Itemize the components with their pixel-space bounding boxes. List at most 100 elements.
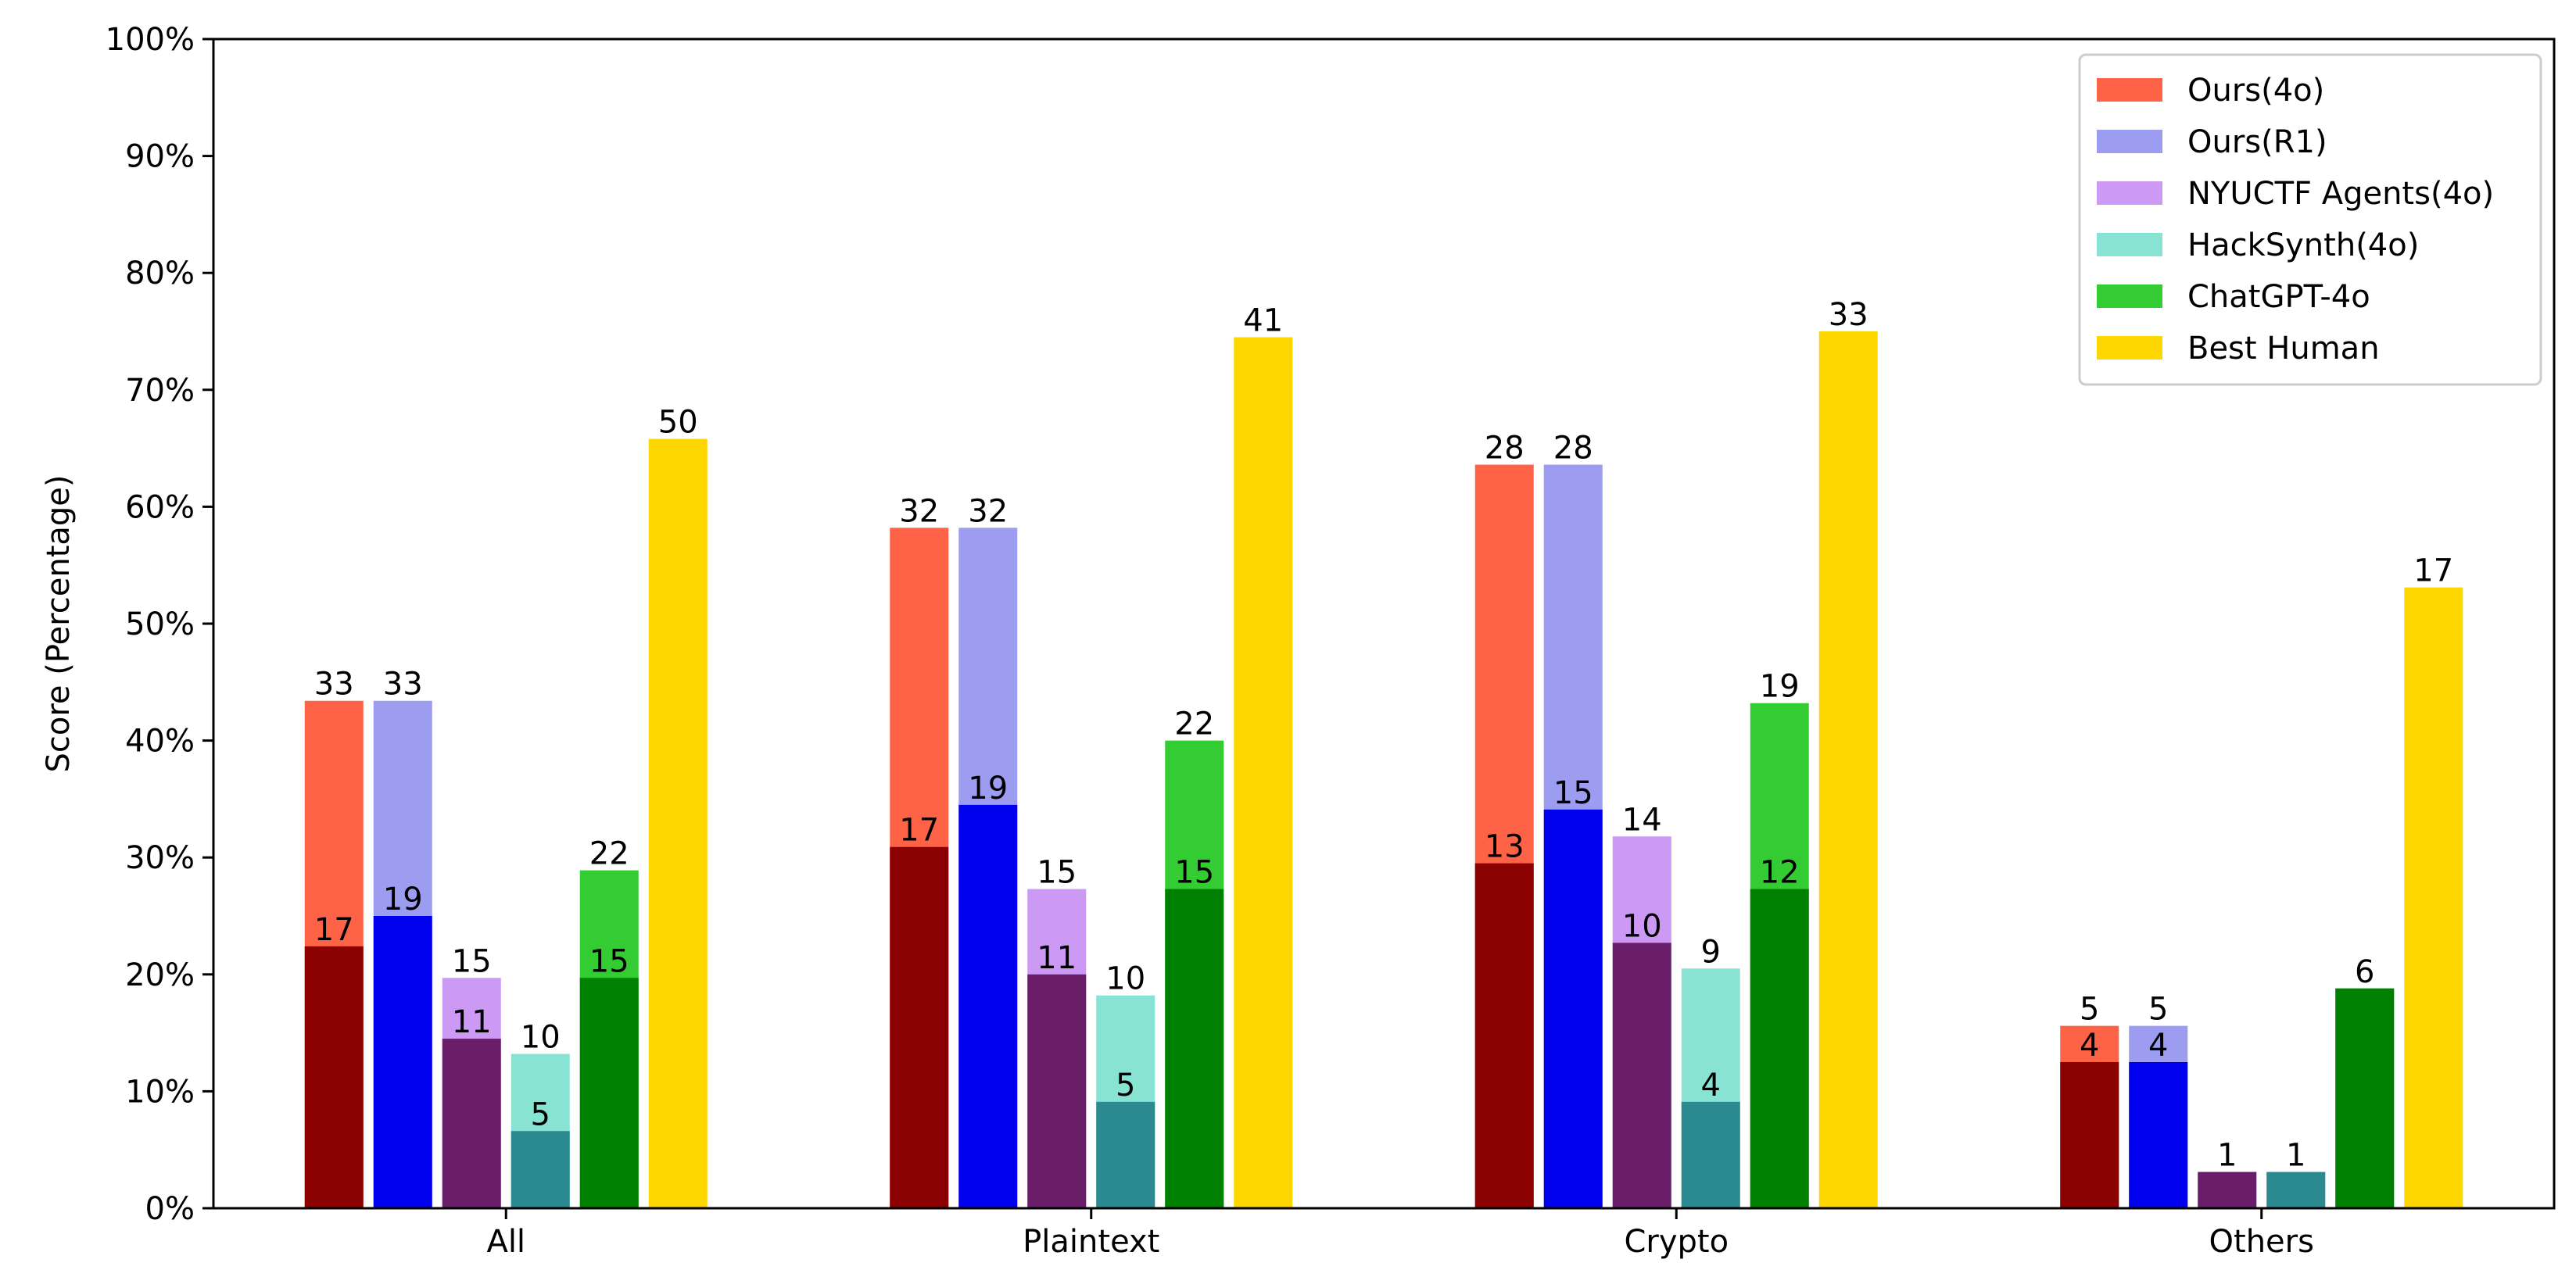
x-axis-ticks: All Plaintext Crypto Others	[486, 1208, 2314, 1260]
bar-solved	[2129, 1062, 2188, 1208]
bar-solved	[1474, 863, 1534, 1208]
legend-label: HackSynth(4o)	[2187, 227, 2419, 263]
y-tick-label: 40%	[125, 724, 195, 760]
bar-solved	[1543, 809, 1603, 1208]
y-tick-label: 70%	[125, 373, 195, 409]
x-tick-label: Crypto	[1624, 1224, 1729, 1260]
bar-solved-label: 5	[531, 1096, 550, 1132]
bar-total-label: 32	[968, 493, 1008, 529]
bar-solved	[579, 978, 639, 1208]
bar-total-label: 15	[452, 943, 492, 979]
bar-solved-label: 12	[1760, 855, 1800, 891]
bar-solved-label: 5	[1116, 1068, 1135, 1104]
legend-box	[2078, 53, 2542, 386]
legend-swatch	[2097, 233, 2162, 256]
bar-solved	[2266, 1171, 2326, 1208]
bar-solved	[2198, 1171, 2257, 1208]
bar-total-label: 10	[1105, 961, 1145, 997]
legend-swatch	[2097, 284, 2162, 308]
bar-total-label: 28	[1485, 431, 1524, 467]
bar-total	[648, 438, 708, 1208]
y-tick-label: 80%	[125, 256, 195, 292]
bar-solved	[890, 846, 949, 1208]
bar-total-label: 33	[1829, 297, 1868, 333]
bar-total-label: 32	[899, 493, 939, 529]
bar-total	[1234, 337, 1293, 1209]
bar-solved-label: 4	[2148, 1028, 2168, 1064]
bar-solved-label: 19	[968, 771, 1008, 807]
legend-label: NYUCTF Agents(4o)	[2187, 176, 2494, 212]
bar-total-label: 1	[2217, 1138, 2237, 1174]
bar-solved	[373, 916, 432, 1208]
bar-total-label: 33	[383, 667, 423, 703]
bar-total-label: 41	[1243, 302, 1283, 338]
legend-swatch	[2097, 336, 2162, 359]
bar-solved-label: 15	[1553, 775, 1593, 811]
bar-solved	[1681, 1101, 1740, 1208]
y-tick-label: 90%	[125, 139, 195, 175]
bar-solved	[304, 946, 364, 1208]
legend-label: Ours(4o)	[2187, 73, 2324, 109]
bar-solved-label: 13	[1485, 829, 1524, 865]
bar-total-label: 9	[1701, 934, 1721, 970]
bar-solved-label: 4	[1701, 1068, 1721, 1104]
bar-solved	[511, 1131, 570, 1208]
bar-total-label: 50	[658, 405, 698, 441]
legend-swatch	[2097, 181, 2162, 205]
y-tick-label: 60%	[125, 489, 195, 525]
bar-solved	[442, 1039, 501, 1208]
bar-total-label: 17	[2413, 553, 2453, 589]
bar-solved	[1165, 889, 1224, 1208]
x-tick-label: Plaintext	[1023, 1224, 1159, 1260]
bar-solved	[958, 804, 1018, 1208]
bar-solved	[1612, 943, 1671, 1208]
bar-solved	[1096, 1101, 1155, 1208]
legend-label: ChatGPT-4o	[2187, 279, 2370, 315]
bar-solved-label: 15	[589, 943, 629, 979]
bar-total-label: 15	[1037, 855, 1077, 891]
bar-total-label: 28	[1553, 431, 1593, 467]
y-axis-ticks: 0% 10% 20% 30% 40% 50% 60% 70% 80% 90% 100%	[106, 22, 213, 1227]
bar-solved-label: 11	[452, 1004, 492, 1040]
bars	[304, 331, 2463, 1209]
bar-solved-label: 11	[1037, 940, 1077, 976]
bar-total	[1818, 331, 1878, 1208]
bar-total-label: 5	[2080, 992, 2099, 1028]
y-tick-label: 100%	[106, 22, 195, 58]
bar-total-label: 14	[1622, 802, 1662, 838]
bar-solved-label: 17	[899, 813, 939, 849]
bar-solved-label: 17	[314, 912, 354, 948]
legend-label: Best Human	[2187, 331, 2380, 367]
bar-solved	[2335, 988, 2395, 1208]
legend-label: Ours(R1)	[2187, 124, 2327, 160]
bar-total-label: 10	[521, 1020, 561, 1056]
bar-total-label: 1	[2286, 1138, 2306, 1174]
bar-solved	[1750, 889, 1809, 1208]
y-axis-title: Score (Percentage)	[41, 475, 77, 773]
bar-solved	[1027, 974, 1087, 1208]
bar-total-label: 22	[589, 836, 629, 872]
bar-solved-label: 15	[1174, 855, 1214, 891]
legend-swatch	[2097, 78, 2162, 102]
x-tick-label: Others	[2209, 1224, 2314, 1260]
bar-total-label: 5	[2148, 992, 2168, 1028]
bar-solved-label: 4	[2080, 1028, 2099, 1064]
legend-swatch	[2097, 130, 2162, 153]
y-tick-label: 20%	[125, 957, 195, 993]
plot-frame	[212, 38, 2556, 1210]
bar-solved-label: 19	[383, 882, 423, 918]
bar-solved	[2060, 1062, 2119, 1208]
bar-total-label: 19	[1760, 669, 1800, 705]
legend: Ours(4o) Ours(R1) NYUCTF Agents(4o) HackSyn…	[2078, 53, 2542, 386]
bar-total	[2404, 587, 2463, 1208]
y-tick-label: 10%	[125, 1074, 195, 1110]
y-tick-label: 0%	[145, 1191, 195, 1227]
y-tick-label: 50%	[125, 606, 195, 642]
bar-total-label: 22	[1174, 706, 1214, 742]
bar-total-label: 33	[314, 667, 354, 703]
bar-total-label: 6	[2355, 954, 2374, 990]
y-tick-label: 30%	[125, 840, 195, 876]
x-tick-label: All	[486, 1224, 525, 1260]
